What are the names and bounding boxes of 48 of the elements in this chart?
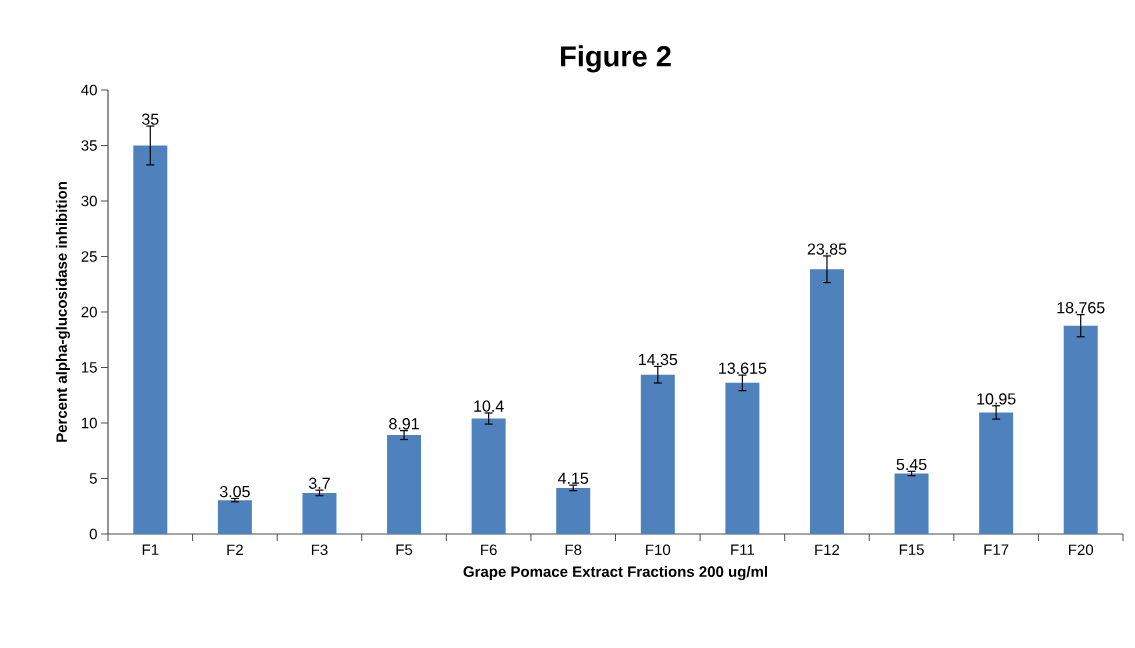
bar	[133, 145, 168, 534]
bar	[217, 500, 252, 534]
y-tick-label: 40	[81, 84, 97, 96]
data-label: 8.91	[389, 418, 419, 430]
y-tick-label: 25	[81, 251, 97, 262]
x-tick-label: F3	[311, 544, 328, 556]
bar	[471, 418, 506, 534]
data-label: 18.765	[1057, 302, 1105, 314]
y-tick-label: 5	[89, 473, 97, 484]
data-label: 10.95	[977, 393, 1016, 405]
bar	[894, 473, 929, 534]
x-tick-label: F6	[481, 544, 497, 556]
y-tick-label: 15	[81, 362, 97, 373]
x-axis-title: Grape Pomace Extract Fractions 200 ug/ml	[463, 565, 767, 581]
y-tick-label: 35	[81, 140, 97, 151]
x-tick-label: F17	[984, 544, 1009, 555]
bar	[979, 412, 1014, 534]
x-tick-label: F5	[396, 544, 413, 555]
x-tick-label: F8	[565, 544, 582, 556]
data-label: 3.7	[308, 477, 330, 489]
y-tick-label: 0	[89, 528, 97, 540]
bar	[556, 487, 591, 534]
y-tick-label: 20	[81, 306, 97, 318]
x-tick-label: F2	[227, 544, 243, 555]
bar	[1063, 325, 1098, 534]
data-label: 10.4	[474, 400, 504, 412]
data-label: 23.85	[807, 243, 847, 255]
bar	[640, 374, 675, 534]
x-tick-label: F11	[731, 544, 755, 555]
bar	[387, 435, 422, 534]
bar	[725, 382, 760, 534]
x-tick-label: F10	[646, 544, 671, 556]
y-axis-title: Percent alpha-glucosidase inhibition	[55, 182, 70, 442]
x-tick-label: F12	[815, 544, 840, 555]
x-tick-label: F1	[142, 544, 159, 555]
data-label: 5.45	[896, 458, 927, 471]
x-tick-label: F15	[899, 544, 924, 555]
y-tick-label: 10	[81, 417, 97, 429]
data-label: 13.615	[719, 362, 767, 374]
data-label: 4.15	[558, 472, 589, 484]
bar	[302, 492, 337, 534]
data-label: 3.05	[219, 485, 250, 498]
chart-title: Figure 2	[561, 45, 671, 73]
y-tick-label: 30	[81, 195, 97, 207]
x-tick-label: F20	[1069, 544, 1094, 556]
data-label: 14.35	[639, 353, 678, 366]
data-label: 35	[142, 113, 159, 125]
bar	[809, 269, 844, 534]
